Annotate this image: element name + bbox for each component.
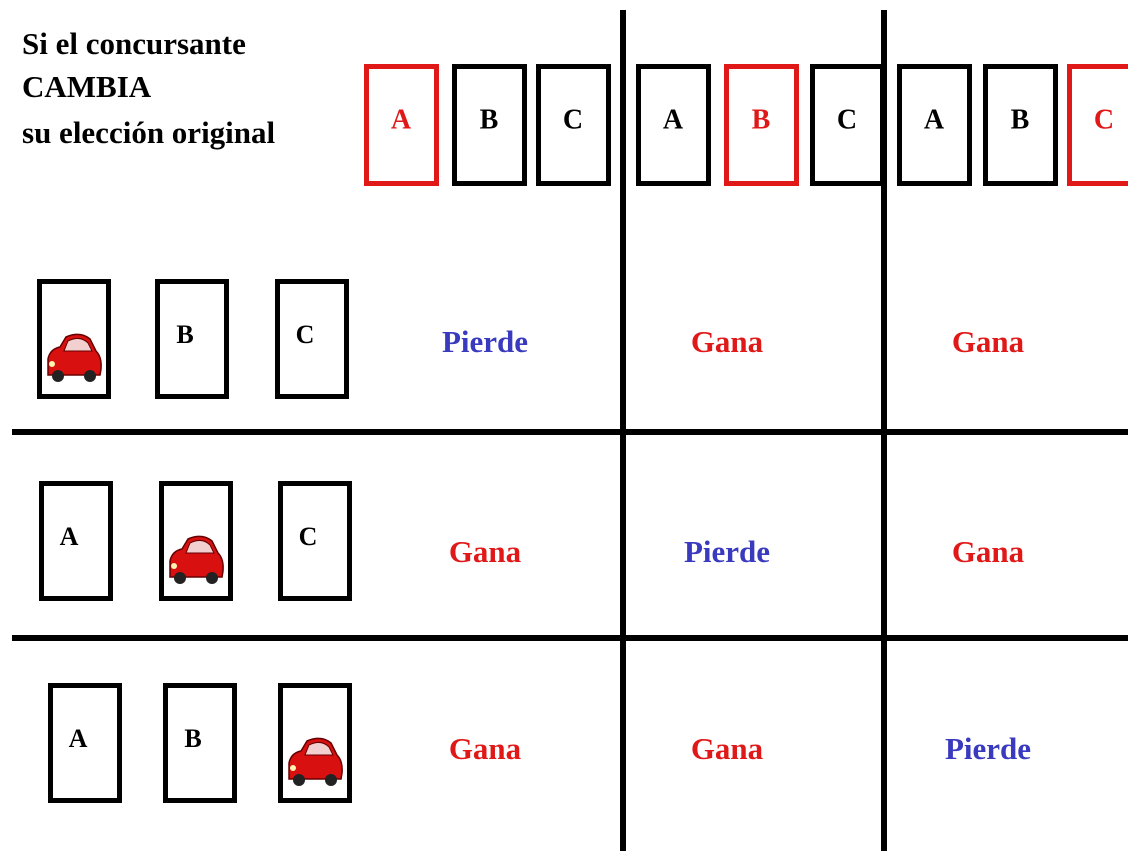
- car-light: [49, 361, 55, 367]
- door: [278, 683, 352, 803]
- result: Pierde: [442, 324, 528, 359]
- car-wheel: [174, 572, 186, 584]
- car-window: [63, 337, 93, 352]
- door: [37, 279, 111, 399]
- door: [983, 64, 1058, 186]
- car-wheel: [52, 370, 64, 382]
- car-wheel: [206, 572, 218, 584]
- door-label: A: [69, 724, 88, 753]
- door: [155, 279, 229, 399]
- door-label: C: [837, 104, 857, 135]
- door-label: B: [1011, 104, 1030, 135]
- door: [452, 64, 527, 186]
- door: [39, 481, 113, 601]
- door: [536, 64, 611, 186]
- door-label: C: [563, 104, 583, 135]
- door: [1067, 64, 1128, 186]
- result: Gana: [691, 324, 764, 359]
- door: [636, 64, 711, 186]
- door-label: B: [752, 104, 771, 135]
- result: Gana: [449, 534, 522, 569]
- door: [163, 683, 237, 803]
- car-window: [304, 741, 334, 756]
- result: Gana: [449, 731, 522, 766]
- car-light: [290, 765, 296, 771]
- result: Pierde: [684, 534, 770, 569]
- door-label: B: [480, 104, 499, 135]
- door-label: C: [296, 320, 315, 349]
- door: [724, 64, 799, 186]
- car-icon: [288, 737, 343, 786]
- door: [810, 64, 885, 186]
- door-label: C: [299, 522, 318, 551]
- door-label: B: [184, 724, 201, 753]
- door: [364, 64, 439, 186]
- door: [48, 683, 122, 803]
- title-line: CAMBIA: [22, 69, 152, 104]
- car-wheel: [325, 774, 337, 786]
- door: [159, 481, 233, 601]
- car-window: [185, 539, 215, 554]
- door-label: A: [391, 104, 412, 135]
- title-line: Si el concursante: [22, 26, 246, 61]
- result: Gana: [691, 731, 764, 766]
- door-label: C: [1094, 104, 1114, 135]
- door-label: A: [924, 104, 945, 135]
- title-line: su elección original: [22, 115, 276, 150]
- door-label: A: [60, 522, 79, 551]
- result: Pierde: [945, 731, 1031, 766]
- door: [275, 279, 349, 399]
- car-light: [171, 563, 177, 569]
- door-label: A: [663, 104, 684, 135]
- car-icon: [169, 535, 224, 584]
- door: [278, 481, 352, 601]
- result: Gana: [952, 534, 1025, 569]
- car-icon: [47, 333, 102, 382]
- result: Gana: [952, 324, 1025, 359]
- door-label: B: [176, 320, 193, 349]
- car-wheel: [293, 774, 305, 786]
- car-wheel: [84, 370, 96, 382]
- door: [897, 64, 972, 186]
